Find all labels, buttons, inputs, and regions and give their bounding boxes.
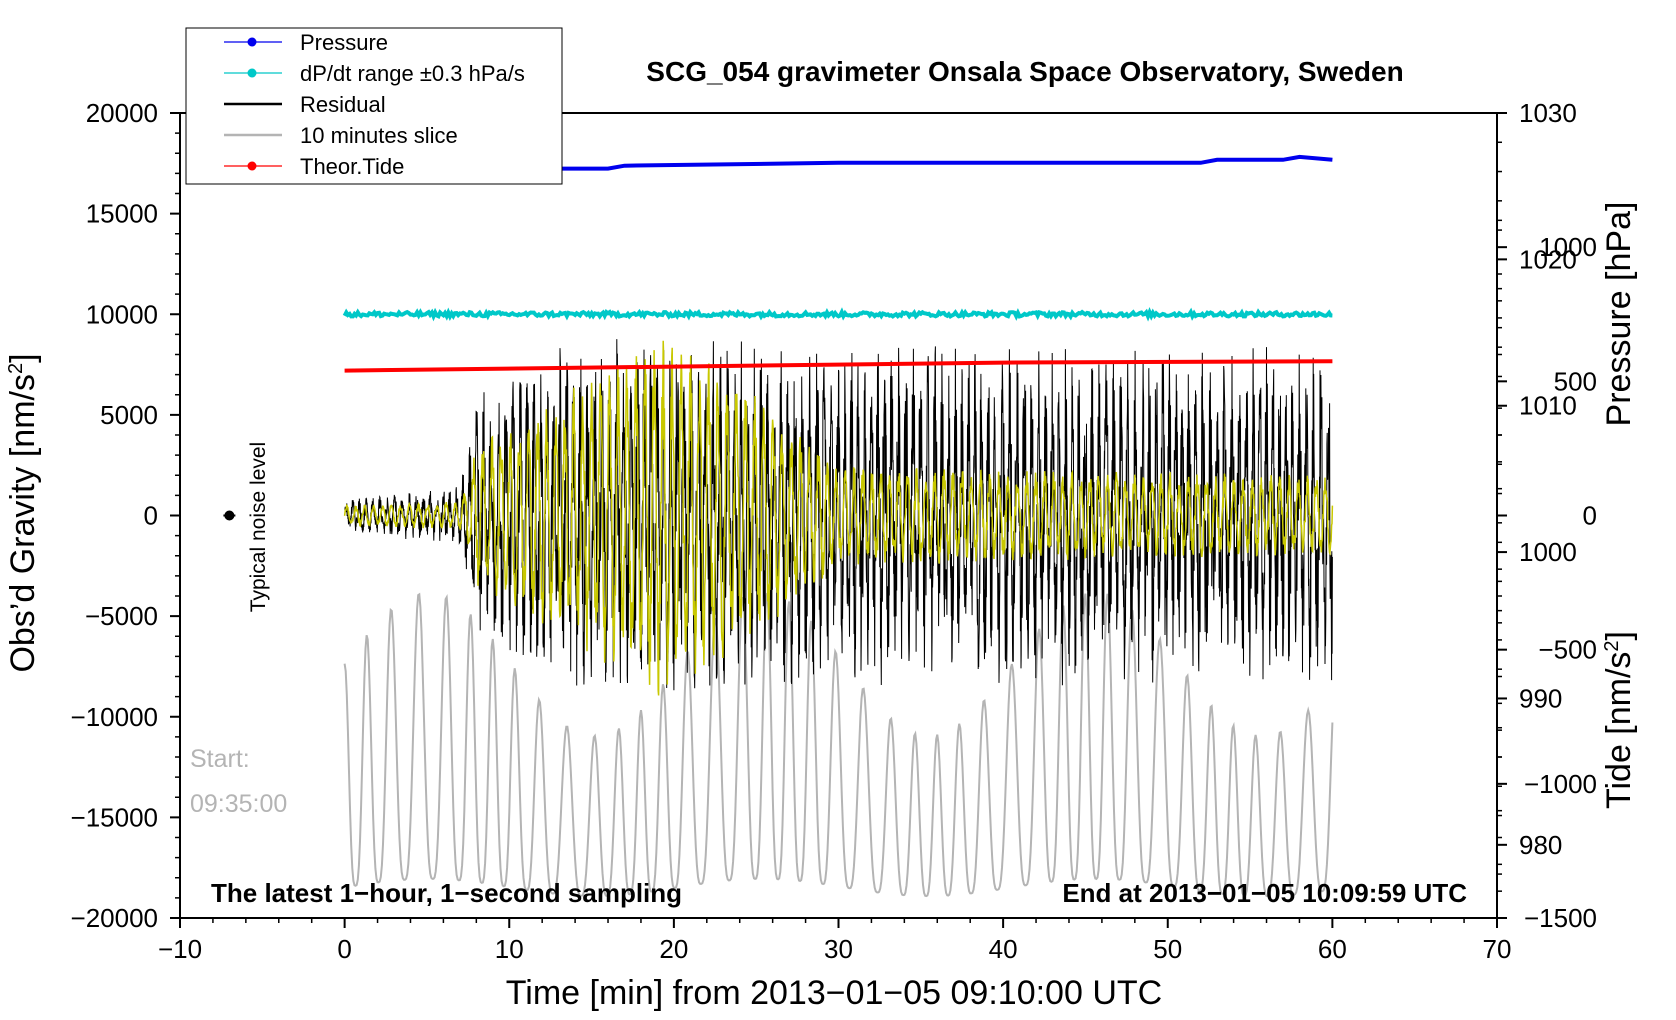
tide-tick-label: −1000 [1524, 769, 1597, 799]
tide-tick-label: 0 [1583, 501, 1597, 531]
pressure-tick-label: 990 [1519, 683, 1562, 713]
noise-level-marker [224, 510, 235, 521]
tide-tick-label: −1500 [1524, 903, 1597, 933]
x-tick-label: 20 [659, 934, 688, 964]
legend: Pressure dP/dt range ±0.3 hPa/s Residual 10… [185, 27, 563, 185]
y-tick-label-left: 10000 [86, 299, 158, 329]
legend-marker-0 [247, 37, 257, 47]
legend-marker-4 [247, 161, 257, 171]
y-tick-label-left: 15000 [86, 199, 158, 229]
y-tick-label-left: 5000 [100, 400, 158, 430]
y-tick-label-left: −10000 [71, 702, 158, 732]
x-tick-label: 50 [1153, 934, 1182, 964]
x-tick-label: 40 [989, 934, 1018, 964]
sampling-note: The latest 1−hour, 1−second sampling [211, 878, 682, 908]
y-tick-label-left: −5000 [85, 601, 158, 631]
y-tick-label-left: 20000 [86, 98, 158, 128]
x-tick-label: 30 [824, 934, 853, 964]
chart-title: SCG_054 gravimeter Onsala Space Observat… [646, 56, 1403, 87]
start-time: 09:35:00 [190, 790, 287, 818]
series-theoretical-tide [344, 359, 1333, 373]
x-axis-label: Time [min] from 2013−01−05 09:10:00 UTC [506, 974, 1162, 1012]
tide-tick-label: −500 [1538, 635, 1597, 665]
legend-marker-1 [247, 68, 257, 78]
legend-label-1: dP/dt range ±0.3 hPa/s [300, 61, 525, 86]
pressure-tick-label: 1030 [1519, 98, 1577, 128]
x-tick-label: −10 [158, 934, 202, 964]
plot-clip-group [342, 154, 1334, 898]
series-residual [344, 339, 1333, 691]
x-tick-label: 60 [1318, 934, 1347, 964]
x-tick-label: 0 [337, 934, 351, 964]
x-tick-label: 70 [1483, 934, 1512, 964]
plot-layer [223, 154, 1334, 898]
tide-tick-label: 500 [1554, 366, 1597, 396]
legend-label-4: Theor.Tide [300, 154, 404, 179]
legend-label-3: 10 minutes slice [300, 123, 458, 148]
y-tick-label-left: 0 [144, 501, 158, 531]
y-tick-label-left: −20000 [71, 903, 158, 933]
legend-box [185, 27, 563, 185]
tide-tick-label: 1000 [1539, 232, 1597, 262]
y-tick-label-left: −15000 [71, 802, 158, 832]
pressure-tick-label: 980 [1519, 830, 1562, 860]
end-time-note: End at 2013−01−05 10:09:59 UTC [1062, 878, 1467, 908]
x-tick-label: 10 [495, 934, 524, 964]
series-dpdt [342, 307, 1333, 322]
axes-layer: −10 0 10 20 30 40 50 60 70−20000−15000−10000−500… [71, 98, 1597, 964]
pressure-tick-label: 1000 [1519, 537, 1577, 567]
series-10-minutes-slice [343, 592, 1334, 898]
legend-label-0: Pressure [300, 30, 388, 55]
noise-level-label: Typical noise level [247, 442, 270, 612]
y-axis-label-left: Obs’d Gravity [nm/s2] [4, 353, 42, 672]
pressure-tick-label: 1010 [1519, 391, 1577, 421]
y-axis-label-tide: Tide [nm/s2] [1600, 631, 1638, 809]
legend-label-2: Residual [300, 92, 386, 117]
pressure-tick-label: 1020 [1519, 244, 1577, 274]
start-label: Start: [190, 745, 250, 773]
y-axis-label-pressure: Pressure [hPa] [1600, 202, 1638, 427]
series-residual-filtered [343, 340, 1334, 696]
